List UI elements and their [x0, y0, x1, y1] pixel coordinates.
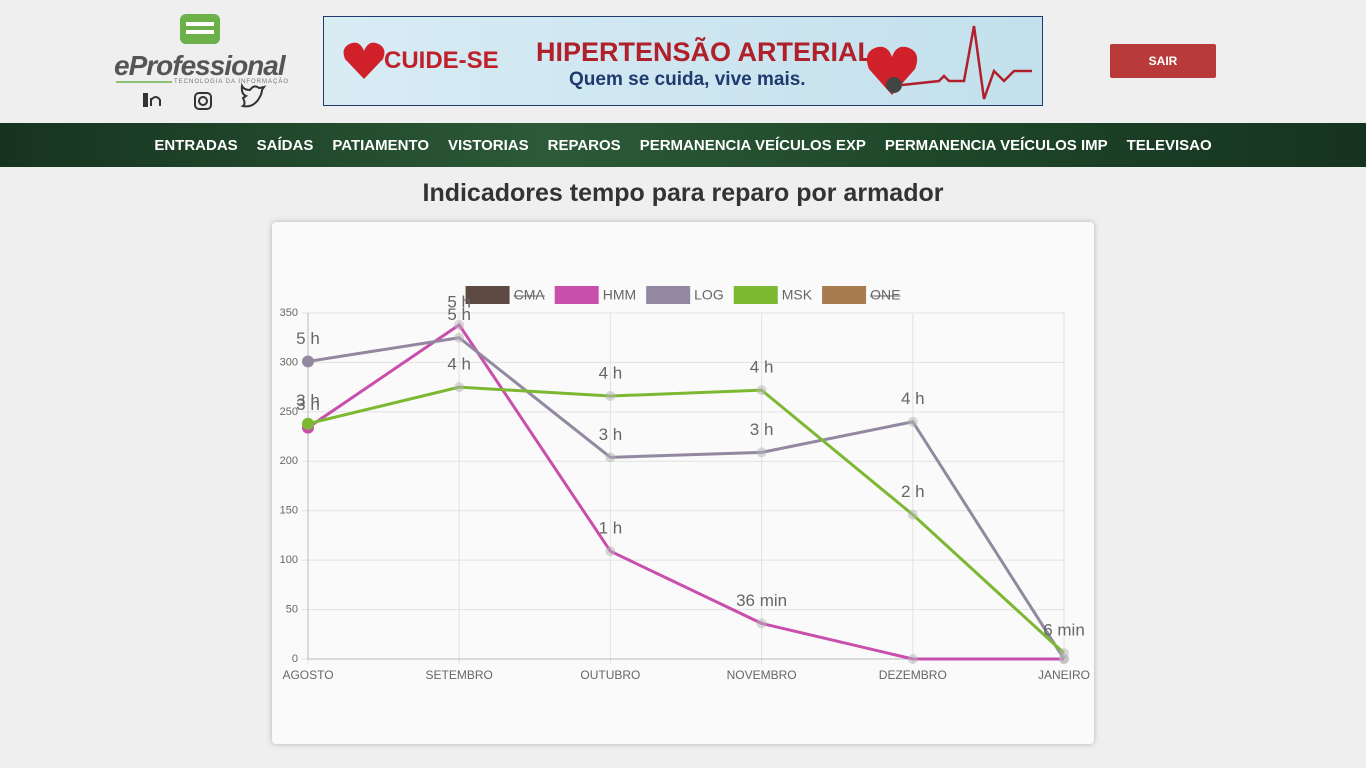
x-tick-label: JANEIRO [1038, 668, 1090, 682]
y-tick-label: 0 [292, 653, 298, 665]
legend-label: HMM [603, 287, 636, 303]
data-point [907, 509, 918, 520]
data-point [454, 319, 465, 330]
data-label: 5 h [447, 292, 471, 311]
data-label: 5 h [296, 329, 320, 348]
data-label: 2 h [901, 482, 925, 501]
page-title: Indicadores tempo para reparo por armado… [422, 179, 944, 207]
data-point [605, 452, 616, 463]
nav-item[interactable]: PATIAMENTO [332, 136, 430, 154]
data-label: 4 h [901, 389, 925, 408]
nav-item[interactable]: VISTORIAS [448, 136, 529, 154]
nav-item[interactable]: TELEVISAO [1126, 136, 1212, 154]
data-point [907, 416, 918, 427]
legend-swatch [465, 286, 510, 304]
legend-label: MSK [782, 287, 813, 303]
legend-swatch [646, 286, 691, 304]
legend-swatch [822, 286, 867, 304]
chart-card: 0 50 100 150 200 250 300 350 AGOSTO SETEMBRO OUTUB… [272, 222, 1094, 744]
data-label: 3 h [750, 420, 774, 439]
x-tick-label: DEZEMBRO [879, 668, 947, 682]
heartbeat-icon [866, 25, 1032, 100]
legend-label: CMA [514, 287, 546, 303]
logo-tagline: TECNOLOGIA DA INFORMAÇÃO [174, 79, 290, 85]
nav-item[interactable]: ENTRADAS [154, 136, 238, 154]
data-label: 4 h [447, 355, 471, 374]
data-label: 3 h [296, 391, 320, 410]
data-point [302, 417, 314, 430]
y-tick-label: 200 [280, 455, 298, 467]
nav-item[interactable]: SAÍDAS [256, 136, 314, 154]
nav-item[interactable]: REPAROS [547, 136, 621, 154]
y-tick-label: 300 [280, 356, 298, 368]
x-tick-label: OUTUBRO [580, 668, 640, 682]
data-label: 4 h [750, 358, 774, 377]
chart: 0 50 100 150 200 250 300 350 AGOSTO SETEMBRO OUTUB… [280, 286, 1090, 682]
y-tick-label: 250 [280, 406, 298, 418]
heart-icon [343, 42, 385, 79]
data-point [756, 385, 767, 396]
data-label: 36 min [736, 591, 787, 610]
banner-headline: HIPERTENSÃO ARTERIAL [536, 37, 875, 67]
logo-text: eProfessional [114, 50, 286, 81]
nav-item[interactable]: PERMANENCIA VEÍCULOS IMP [884, 136, 1108, 154]
data-label: 3 h [296, 395, 320, 414]
y-tick-label: 100 [280, 554, 298, 566]
logout-button[interactable]: SAIR [1110, 44, 1216, 78]
data-point [454, 382, 465, 393]
data-point [756, 618, 767, 629]
series-line [307, 322, 1064, 661]
x-tick-label: AGOSTO [282, 668, 333, 682]
data-label: 1 h [599, 519, 623, 538]
data-label: 6 min [1043, 621, 1085, 640]
y-tick-label: 50 [286, 603, 298, 615]
data-point [756, 447, 767, 458]
data-point [454, 332, 465, 343]
banner-brand: CUIDE-SE [384, 47, 499, 74]
x-tick-label: SETEMBRO [426, 668, 493, 682]
nav-item[interactable]: PERMANENCIA VEÍCULOS EXP [639, 136, 866, 154]
legend-swatch [733, 286, 778, 304]
data-label: 3 h [599, 425, 623, 444]
data-label: 5 h [447, 305, 471, 324]
legend-label: ONE [870, 287, 900, 303]
legend-swatch [554, 286, 599, 304]
data-label: 4 h [599, 364, 623, 383]
x-tick-label: NOVEMBRO [727, 668, 797, 682]
data-point [605, 391, 616, 402]
ad-banner[interactable]: CUIDE-SE HIPERTENSÃO ARTERIAL Quem se cu… [323, 16, 1043, 106]
banner-subline: Quem se cuida, vive mais. [569, 69, 806, 90]
series-line [307, 336, 1066, 660]
series-line [307, 385, 1066, 655]
data-point [907, 654, 918, 664]
data-point [302, 355, 314, 368]
data-point [1059, 648, 1069, 659]
data-point [605, 546, 616, 557]
legend-label: LOG [694, 287, 724, 303]
nav-bar: ENTRADAS SAÍDAS PATIAMENTO VISTORIAS REPAROS… [0, 123, 1366, 167]
logo-icon [116, 14, 267, 110]
y-tick-label: 150 [280, 505, 298, 517]
y-tick-label: 350 [280, 307, 298, 319]
